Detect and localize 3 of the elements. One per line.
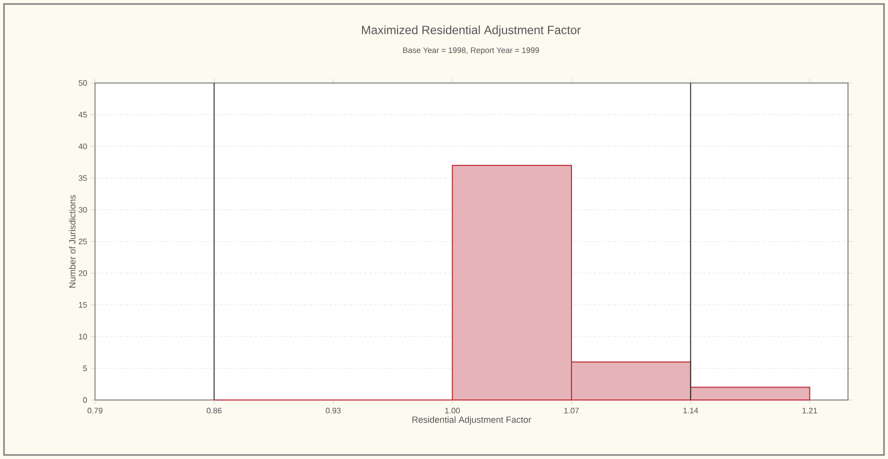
x-axis-title: Residential Adjustment Factor xyxy=(412,416,532,425)
y-axis-title: Number of Jurisdictions xyxy=(68,194,76,288)
chart-title: Maximized Residential Adjustment Factor xyxy=(362,25,581,37)
